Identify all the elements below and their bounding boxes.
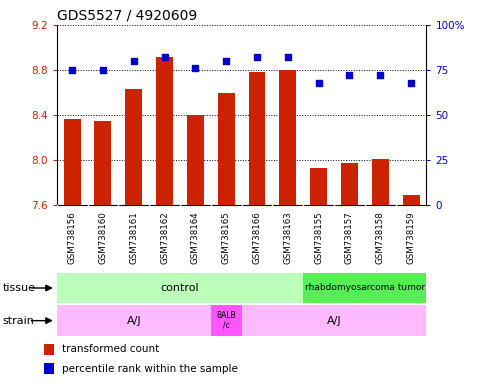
Text: GSM738159: GSM738159 <box>407 212 416 265</box>
Bar <box>156 56 173 205</box>
Bar <box>403 195 420 205</box>
Point <box>346 73 353 79</box>
Point <box>161 55 169 61</box>
Bar <box>341 162 358 205</box>
Bar <box>211 305 242 336</box>
Bar <box>242 305 426 336</box>
Text: GSM738162: GSM738162 <box>160 212 169 265</box>
Point <box>407 79 415 86</box>
Text: GDS5527 / 4920609: GDS5527 / 4920609 <box>57 8 197 22</box>
Text: A/J: A/J <box>327 316 341 326</box>
Bar <box>64 119 80 205</box>
Bar <box>57 273 303 303</box>
Bar <box>95 121 111 205</box>
Bar <box>57 305 211 336</box>
Text: BALB
/c: BALB /c <box>216 311 236 330</box>
Point <box>222 58 230 64</box>
Bar <box>372 159 388 205</box>
Text: GSM738166: GSM738166 <box>252 212 261 265</box>
Text: GSM738161: GSM738161 <box>129 212 138 265</box>
Text: GSM738164: GSM738164 <box>191 212 200 265</box>
Bar <box>43 363 54 374</box>
Text: GSM738158: GSM738158 <box>376 212 385 265</box>
Text: A/J: A/J <box>126 316 141 326</box>
Text: GSM738165: GSM738165 <box>222 212 231 265</box>
Bar <box>187 115 204 205</box>
Bar <box>218 93 235 205</box>
Point <box>253 55 261 61</box>
Text: GSM738156: GSM738156 <box>68 212 76 265</box>
Point <box>130 58 138 64</box>
Text: GSM738163: GSM738163 <box>283 212 292 265</box>
Point <box>99 67 107 73</box>
Text: GSM738160: GSM738160 <box>99 212 107 265</box>
Text: rhabdomyosarcoma tumor: rhabdomyosarcoma tumor <box>305 283 425 293</box>
Bar <box>125 89 142 205</box>
Text: GSM738155: GSM738155 <box>314 212 323 265</box>
Bar <box>310 168 327 205</box>
Point <box>191 65 199 71</box>
Bar <box>280 70 296 205</box>
Bar <box>248 72 265 205</box>
Point <box>315 79 322 86</box>
Bar <box>43 344 54 355</box>
Text: tissue: tissue <box>2 283 35 293</box>
Point <box>68 67 76 73</box>
Text: transformed count: transformed count <box>63 344 160 354</box>
Text: GSM738157: GSM738157 <box>345 212 354 265</box>
Point <box>284 55 292 61</box>
Text: control: control <box>161 283 199 293</box>
Point <box>376 73 384 79</box>
Text: strain: strain <box>2 316 35 326</box>
Bar <box>303 273 426 303</box>
Text: percentile rank within the sample: percentile rank within the sample <box>63 364 238 374</box>
